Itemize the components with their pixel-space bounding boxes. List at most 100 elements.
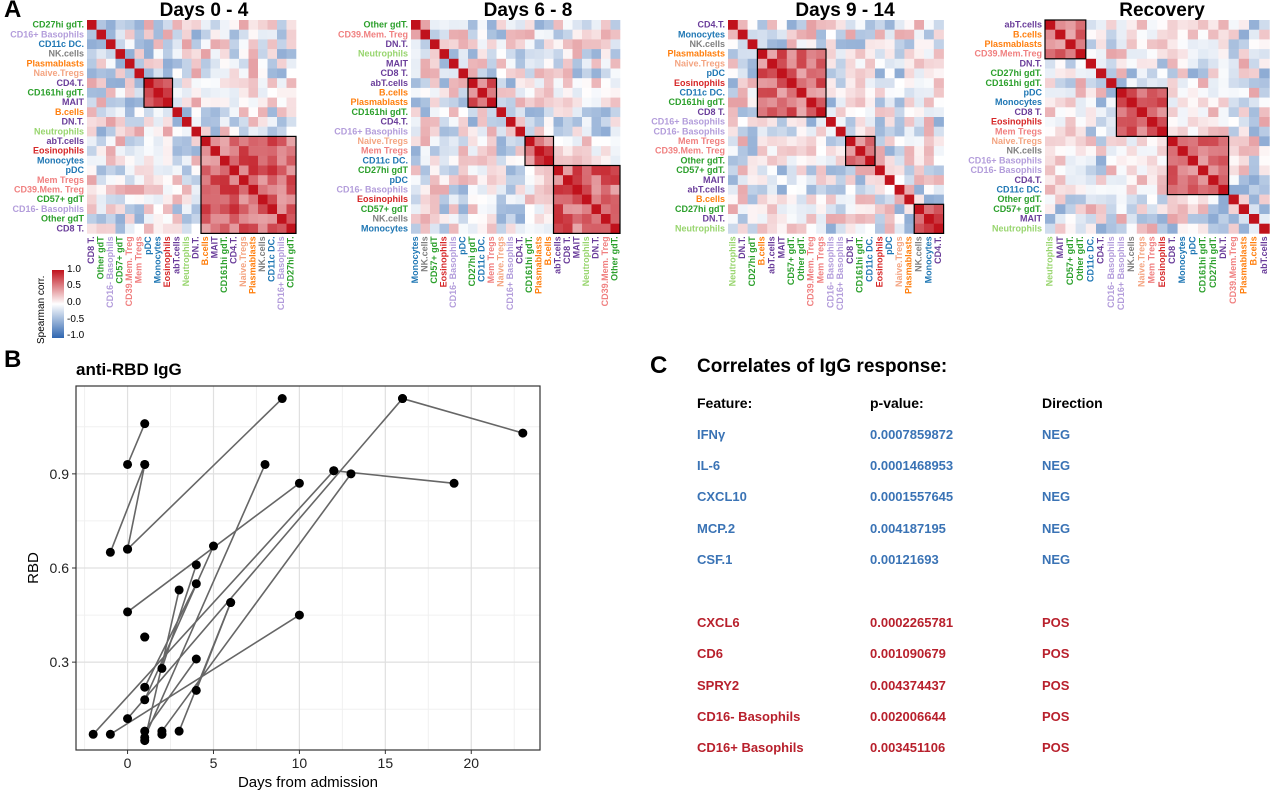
heatmap-cell (865, 194, 876, 205)
heatmap-cell (1157, 39, 1168, 50)
heatmap-cell (87, 97, 97, 108)
heatmap-cell (515, 49, 526, 60)
heatmap-cell (728, 29, 739, 40)
heatmap-cell (1136, 117, 1148, 127)
heatmap-cell (210, 165, 221, 176)
heatmap-cell (439, 87, 450, 98)
heatmap-row-label: CD16- Basophils (12, 204, 84, 214)
heatmap-cell (601, 175, 611, 186)
heatmap-cell (728, 136, 739, 147)
heatmap-cell (1096, 39, 1107, 50)
heatmap-cell (449, 87, 459, 98)
heatmap-cell (601, 146, 611, 157)
heatmap-cell (411, 175, 421, 186)
heatmap-cell (591, 29, 602, 40)
heatmap-col-label: CD39.Mem. Treg (600, 236, 610, 306)
heatmap-cell (125, 165, 135, 176)
heatmap-cell (728, 78, 739, 89)
heatmap-cell (845, 29, 856, 40)
heatmap-cell (835, 204, 846, 215)
heatmap-cell (865, 136, 876, 147)
heatmap-cell (267, 20, 278, 30)
heatmap-cell (786, 214, 797, 224)
heatmap-cell (816, 223, 827, 234)
heatmap-cell (439, 68, 450, 79)
heatmap-cell (747, 204, 758, 215)
heatmap-cell (1187, 58, 1199, 69)
heatmap-cell (487, 165, 497, 176)
correlate-pvalue: 0.0007859872 (870, 427, 954, 442)
heatmap-cell (286, 204, 297, 215)
heatmap-cell (544, 126, 554, 137)
heatmap-cell (1238, 49, 1250, 60)
heatmap-cell (458, 97, 469, 108)
heatmap-cell (506, 117, 516, 127)
correlate-feature: IFNγ (697, 427, 726, 442)
heatmap-cell (1106, 175, 1117, 186)
heatmap-cell (125, 29, 135, 40)
heatmap-cell (163, 87, 173, 98)
data-point (88, 729, 98, 739)
heatmap-cell (544, 49, 554, 60)
correlate-feature: CXCL10 (697, 489, 747, 504)
heatmap-cell (796, 223, 807, 234)
cluster-box (143, 77, 174, 108)
heatmap-cell (914, 39, 925, 50)
heatmap-cell (153, 29, 164, 40)
heatmap-cell (487, 68, 497, 79)
heatmap-cell (553, 155, 564, 166)
heatmap-cell (525, 146, 535, 157)
heatmap-cell (855, 155, 866, 166)
heatmap-cell (610, 175, 621, 186)
heatmap-cell (816, 58, 827, 69)
correlate-direction: POS (1042, 709, 1070, 724)
heatmap-cell (1147, 146, 1158, 157)
heatmap-cell (1259, 223, 1270, 234)
heatmap-col-label: CD161hi gdT. (219, 236, 229, 293)
heatmap-cell (582, 136, 592, 147)
heatmap-cell (449, 39, 459, 50)
heatmap-cell (835, 194, 846, 205)
heatmap-cell (544, 117, 554, 127)
heatmap-cell (610, 87, 621, 98)
heatmap-cell (220, 117, 230, 127)
heatmap-cell (506, 87, 516, 98)
heatmap-cell (1187, 117, 1199, 127)
heatmap-cell (894, 78, 905, 89)
heatmap-cell (1126, 155, 1138, 166)
heatmap-cell (1045, 214, 1056, 224)
heatmap-cell (449, 223, 459, 234)
heatmap-cell (487, 146, 497, 157)
heatmap-cell (1249, 136, 1260, 147)
heatmap-cell (477, 223, 488, 234)
heatmap-cell (1136, 136, 1148, 147)
heatmap-cell (914, 155, 925, 166)
heatmap-cell (826, 29, 837, 40)
heatmap-row-label: CD11c DC. (38, 39, 84, 49)
heatmap-cell (1259, 58, 1270, 69)
heatmap-cell (1136, 155, 1148, 166)
heatmap-cell (572, 29, 583, 40)
heatmap-row-label: DN.T. (386, 39, 409, 49)
heatmap-cell (172, 97, 183, 108)
heatmap-cell (1116, 146, 1127, 157)
heatmap-col-label: Naive.Tregs (1136, 236, 1146, 287)
heatmap-cell (563, 165, 573, 176)
heatmap-cell (1249, 78, 1260, 89)
heatmap-cell (134, 204, 145, 215)
heatmap-cell (572, 214, 583, 224)
heatmap-cell (515, 165, 526, 176)
heatmap-cell (153, 78, 164, 89)
heatmap-cell (477, 214, 488, 224)
heatmap-cell (134, 49, 145, 60)
heatmap-cell (610, 58, 621, 69)
heatmap-cell (258, 78, 268, 89)
heatmap-cell (914, 87, 925, 98)
heatmap-cell (506, 194, 516, 205)
heatmap-cell (747, 20, 758, 30)
heatmap-cell (277, 165, 287, 176)
heatmap-cell (855, 223, 866, 234)
heatmap-cell (1208, 68, 1219, 79)
heatmap-cell (845, 175, 856, 186)
